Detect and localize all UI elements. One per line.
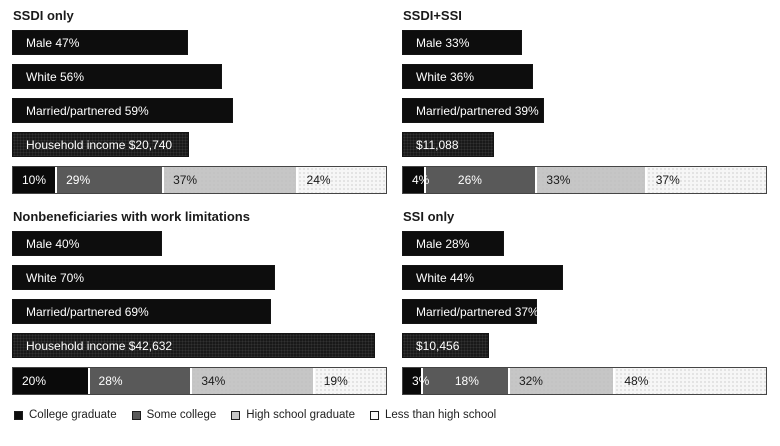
demographic-bar-label: Male 47% [26, 35, 80, 50]
demographic-bar: Household income $20,740 [12, 132, 189, 157]
demographic-bar-label: Male 28% [416, 236, 470, 251]
legend-swatch-icon [369, 410, 379, 420]
demographic-bar: $10,456 [402, 333, 489, 358]
demographic-bar: White 44% [402, 265, 563, 290]
legend-item: Some college [131, 409, 217, 421]
demographic-bar-label: White 44% [416, 270, 475, 285]
stack-segment-less-than-high-school: 37% [644, 167, 767, 193]
stack-segment-label: 24% [306, 173, 331, 187]
stack-segment-label: 20% [22, 374, 47, 388]
figure: SSDI only Male 47% White 56% Married/partne… [12, 8, 767, 421]
stack-segment-label: 10% [22, 173, 47, 187]
stack-segment-label: 28% [98, 374, 123, 388]
stack-segment-label: 32% [518, 374, 543, 388]
stack-segment-some-college: 28% [87, 368, 191, 394]
demographic-bar-label: White 70% [26, 270, 85, 285]
stack-segment-label: 3% [412, 374, 430, 388]
legend-swatch-icon [131, 410, 141, 420]
legend-swatch-icon [231, 410, 241, 420]
demographic-bar: Male 40% [12, 231, 162, 256]
education-stack: 10% 29% 37% 24% [12, 166, 387, 194]
demographic-bar: Household income $42,632 [12, 333, 376, 358]
stack-segment-label: 33% [546, 173, 571, 187]
demographic-bar-label: Married/partnered 39% [416, 103, 539, 118]
panel-title: Nonbeneficiaries with work limitations [13, 209, 250, 224]
demographic-bar-label: Married/partnered 37% [416, 304, 539, 319]
legend-label: Some college [146, 409, 217, 421]
stack-segment-label: 18% [454, 374, 479, 388]
legend-label: College graduate [29, 409, 117, 421]
education-stack: 3% 18% 32% 48% [402, 367, 767, 395]
panel-3: Nonbeneficiaries with work limitations Ma… [12, 209, 387, 395]
demographic-bar: White 70% [12, 265, 275, 290]
demographic-bar-label: Household income $42,632 [26, 338, 173, 353]
panel-title: SSDI only [13, 8, 74, 23]
demographic-bar: Married/partnered 69% [12, 299, 271, 324]
stack-segment-college-graduate: 10% [13, 167, 56, 193]
stack-segment-college-graduate: 4% [403, 167, 429, 193]
demographic-bar-label: White 36% [416, 69, 475, 84]
demographic-bar: Married/partnered 59% [12, 98, 234, 123]
demographic-bar-label: Married/partnered 59% [26, 103, 149, 118]
stack-segment-label: 48% [624, 374, 649, 388]
demographic-bar: Married/partnered 37% [402, 299, 539, 324]
stack-segment-high-school-graduate: 37% [162, 167, 296, 193]
demographic-bar-label: $11,088 [416, 137, 459, 152]
stack-segment-some-college: 18% [420, 368, 508, 394]
demographic-bar-label: White 56% [26, 69, 85, 84]
demographic-bar: White 36% [402, 64, 534, 89]
legend-item: Less than high school [369, 409, 497, 421]
demographic-bar-label: Male 40% [26, 236, 80, 251]
legend-item: College graduate [14, 409, 117, 421]
demographic-bar: Married/partnered 39% [402, 98, 545, 123]
demographic-bar-label: Household income $20,740 [26, 137, 173, 152]
demographic-bar-label: Male 33% [416, 35, 470, 50]
stack-segment-high-school-graduate: 33% [535, 167, 645, 193]
stack-segment-college-graduate: 3% [403, 368, 429, 394]
stack-segment-some-college: 29% [55, 167, 163, 193]
demographic-bar: $11,088 [402, 132, 494, 157]
legend-label: Less than high school [384, 409, 497, 421]
panel-title: SSDI+SSI [403, 8, 462, 23]
stack-segment-label: 34% [201, 374, 226, 388]
stack-segment-high-school-graduate: 32% [507, 368, 614, 394]
stack-segment-less-than-high-school: 19% [312, 368, 386, 394]
demographic-bar: Male 33% [402, 30, 523, 55]
stack-segment-label: 26% [457, 173, 482, 187]
stack-segment-label: 37% [655, 173, 680, 187]
education-stack: 20% 28% 34% 19% [12, 367, 387, 395]
demographic-bar: Male 28% [402, 231, 505, 256]
stack-segment-label: 19% [323, 374, 348, 388]
panel-title: SSI only [403, 209, 455, 224]
stack-segment-some-college: 26% [423, 167, 536, 193]
demographic-bar-label: $10,456 [416, 338, 460, 353]
stack-segment-high-school-graduate: 34% [190, 368, 313, 394]
stack-segment-label: 4% [412, 173, 430, 187]
legend-item: High school graduate [231, 409, 355, 421]
panel-1: SSDI only Male 47% White 56% Married/partne… [12, 8, 387, 194]
panel-4: SSI only Male 28% White 44% Married/partner… [402, 209, 767, 395]
demographic-bar: Male 47% [12, 30, 189, 55]
stack-segment-less-than-high-school: 24% [295, 167, 386, 193]
demographic-bar-label: Married/partnered 69% [26, 304, 149, 319]
stack-segment-label: 29% [66, 173, 91, 187]
legend: College graduate Some college High school … [14, 409, 767, 421]
stack-segment-less-than-high-school: 48% [613, 368, 766, 394]
demographic-bar: White 56% [12, 64, 222, 89]
legend-swatch-icon [14, 410, 23, 420]
legend-label: High school graduate [246, 409, 355, 421]
stack-segment-label: 37% [173, 173, 198, 187]
education-stack: 4% 26% 33% 37% [402, 166, 767, 194]
panels-grid: SSDI only Male 47% White 56% Married/partne… [12, 8, 767, 395]
stack-segment-college-graduate: 20% [13, 368, 88, 394]
panel-2: SSDI+SSI Male 33% White 36% Married/partner… [402, 8, 767, 194]
